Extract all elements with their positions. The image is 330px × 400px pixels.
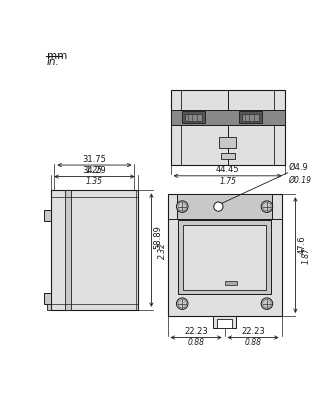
Text: 22.23: 22.23 bbox=[241, 327, 265, 336]
Bar bbox=[178, 220, 271, 294]
Text: 1.75: 1.75 bbox=[219, 176, 236, 186]
Text: in.: in. bbox=[47, 57, 59, 67]
Text: Ø4.9: Ø4.9 bbox=[288, 163, 308, 172]
Text: 22.23: 22.23 bbox=[184, 327, 208, 336]
Bar bbox=[168, 194, 281, 316]
Bar bbox=[171, 90, 284, 165]
Text: Ø0.19: Ø0.19 bbox=[288, 176, 312, 185]
Bar bbox=[44, 210, 51, 221]
Circle shape bbox=[261, 298, 273, 310]
Circle shape bbox=[177, 298, 188, 310]
Bar bbox=[177, 194, 272, 219]
Bar bbox=[65, 190, 71, 310]
Bar bbox=[213, 316, 236, 328]
Bar bbox=[224, 280, 237, 285]
Bar bbox=[239, 111, 262, 123]
Text: 1.25: 1.25 bbox=[86, 166, 103, 175]
Text: 0.88: 0.88 bbox=[187, 338, 205, 347]
Bar bbox=[242, 114, 259, 121]
Circle shape bbox=[261, 201, 273, 212]
Bar bbox=[47, 304, 51, 310]
Text: 44.45: 44.45 bbox=[216, 165, 240, 174]
Text: 34.29: 34.29 bbox=[82, 166, 106, 175]
Circle shape bbox=[177, 201, 188, 212]
Bar bbox=[185, 114, 202, 121]
Text: 47.6: 47.6 bbox=[298, 235, 307, 254]
Text: 58.89: 58.89 bbox=[154, 225, 163, 248]
Text: 31.75: 31.75 bbox=[82, 154, 106, 164]
Text: 2.32: 2.32 bbox=[158, 242, 167, 259]
Text: mm: mm bbox=[47, 51, 67, 61]
Bar bbox=[219, 137, 236, 148]
Bar bbox=[171, 110, 284, 125]
Bar bbox=[182, 111, 205, 123]
Text: 1.35: 1.35 bbox=[86, 177, 103, 186]
Circle shape bbox=[214, 202, 223, 211]
Bar bbox=[221, 153, 235, 159]
Bar bbox=[44, 293, 51, 304]
Bar bbox=[183, 225, 266, 290]
Text: 0.88: 0.88 bbox=[245, 338, 262, 347]
Bar bbox=[217, 319, 232, 328]
Bar bbox=[51, 190, 138, 310]
Text: 1.87: 1.87 bbox=[302, 247, 311, 264]
